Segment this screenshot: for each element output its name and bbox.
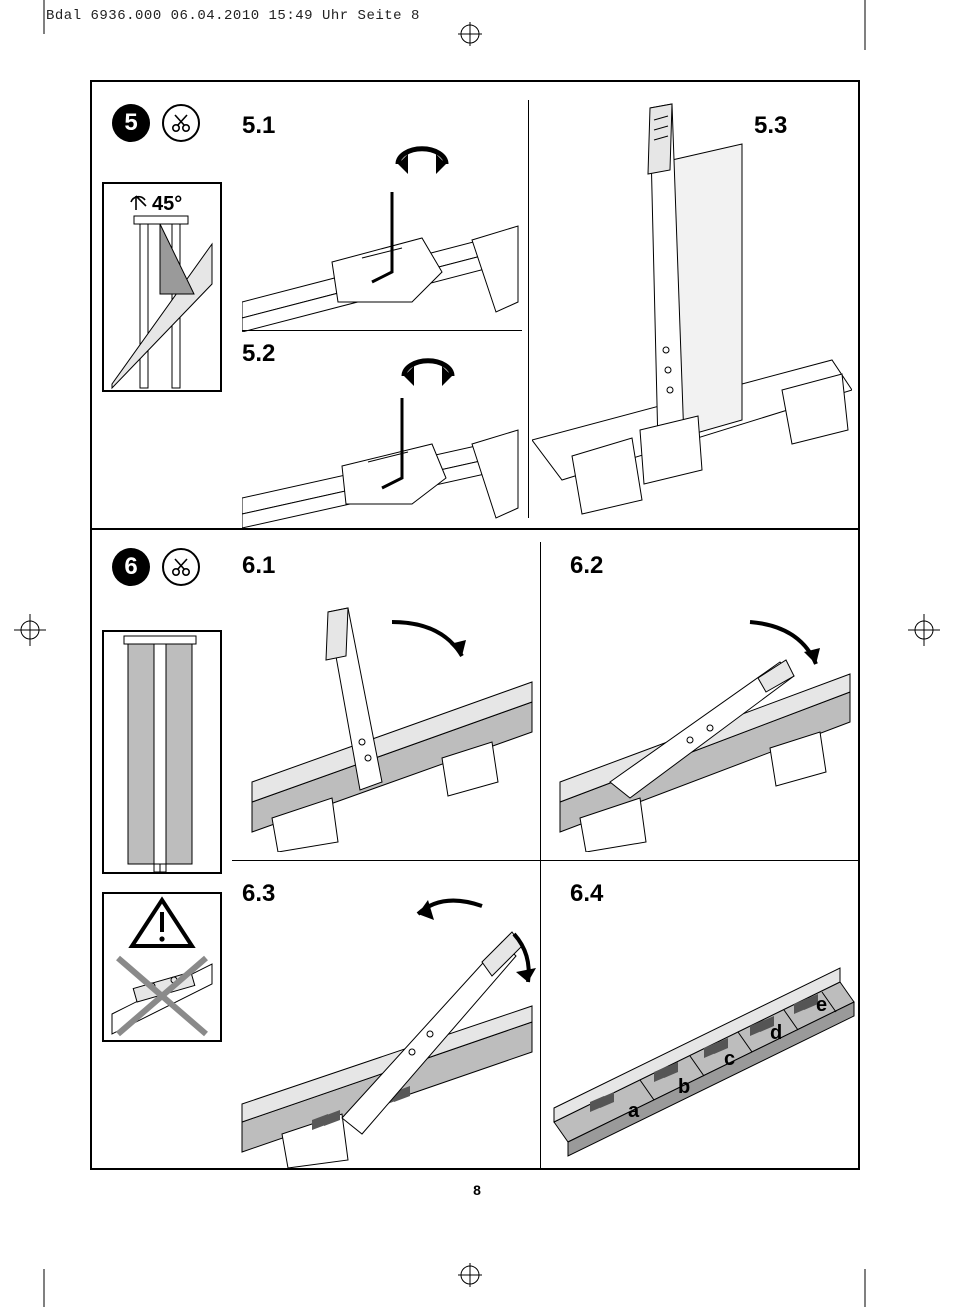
svg-text:45°: 45°: [152, 193, 182, 215]
illus-6-2: [550, 582, 858, 852]
label-6-4: 6.4: [570, 880, 603, 908]
crop-mark-left: [0, 610, 60, 650]
illus-5-3: [532, 100, 852, 520]
page-number: 8: [0, 1182, 954, 1198]
label-6-1: 6.1: [242, 552, 275, 580]
step-badge-5: 5: [112, 104, 150, 142]
seg-label-c: c: [724, 1048, 735, 1071]
thumb-45deg: 45°: [102, 182, 222, 392]
seg-label-e: e: [816, 994, 827, 1017]
illus-5-1: [242, 132, 522, 332]
illus-6-1: [232, 582, 540, 852]
step-badge-6: 6: [112, 548, 150, 586]
divider-6-col: [540, 542, 541, 1168]
thumb-6-warning: [102, 892, 222, 1042]
scissors-icon: [162, 104, 200, 142]
thumb-6-board: [102, 630, 222, 874]
illus-5-2: [242, 358, 522, 528]
crop-mark-right: [894, 610, 954, 650]
seg-label-a: a: [628, 1100, 639, 1123]
divider-5-col: [528, 100, 529, 518]
scissors-icon-6: [162, 548, 200, 586]
crop-mark-bottom: [0, 1255, 954, 1307]
seg-label-b: b: [678, 1076, 690, 1099]
crop-mark-top: [0, 0, 954, 50]
page-frame: 5 5.1 5.2 5.3 45°: [90, 80, 860, 1170]
label-6-2: 6.2: [570, 552, 603, 580]
divider-6-mid: [232, 860, 858, 861]
divider-5-12: [242, 330, 522, 331]
illus-6-4: [550, 912, 858, 1168]
divider-row-5-6: [92, 528, 858, 530]
seg-label-d: d: [770, 1022, 782, 1045]
illus-6-3: [232, 882, 540, 1168]
